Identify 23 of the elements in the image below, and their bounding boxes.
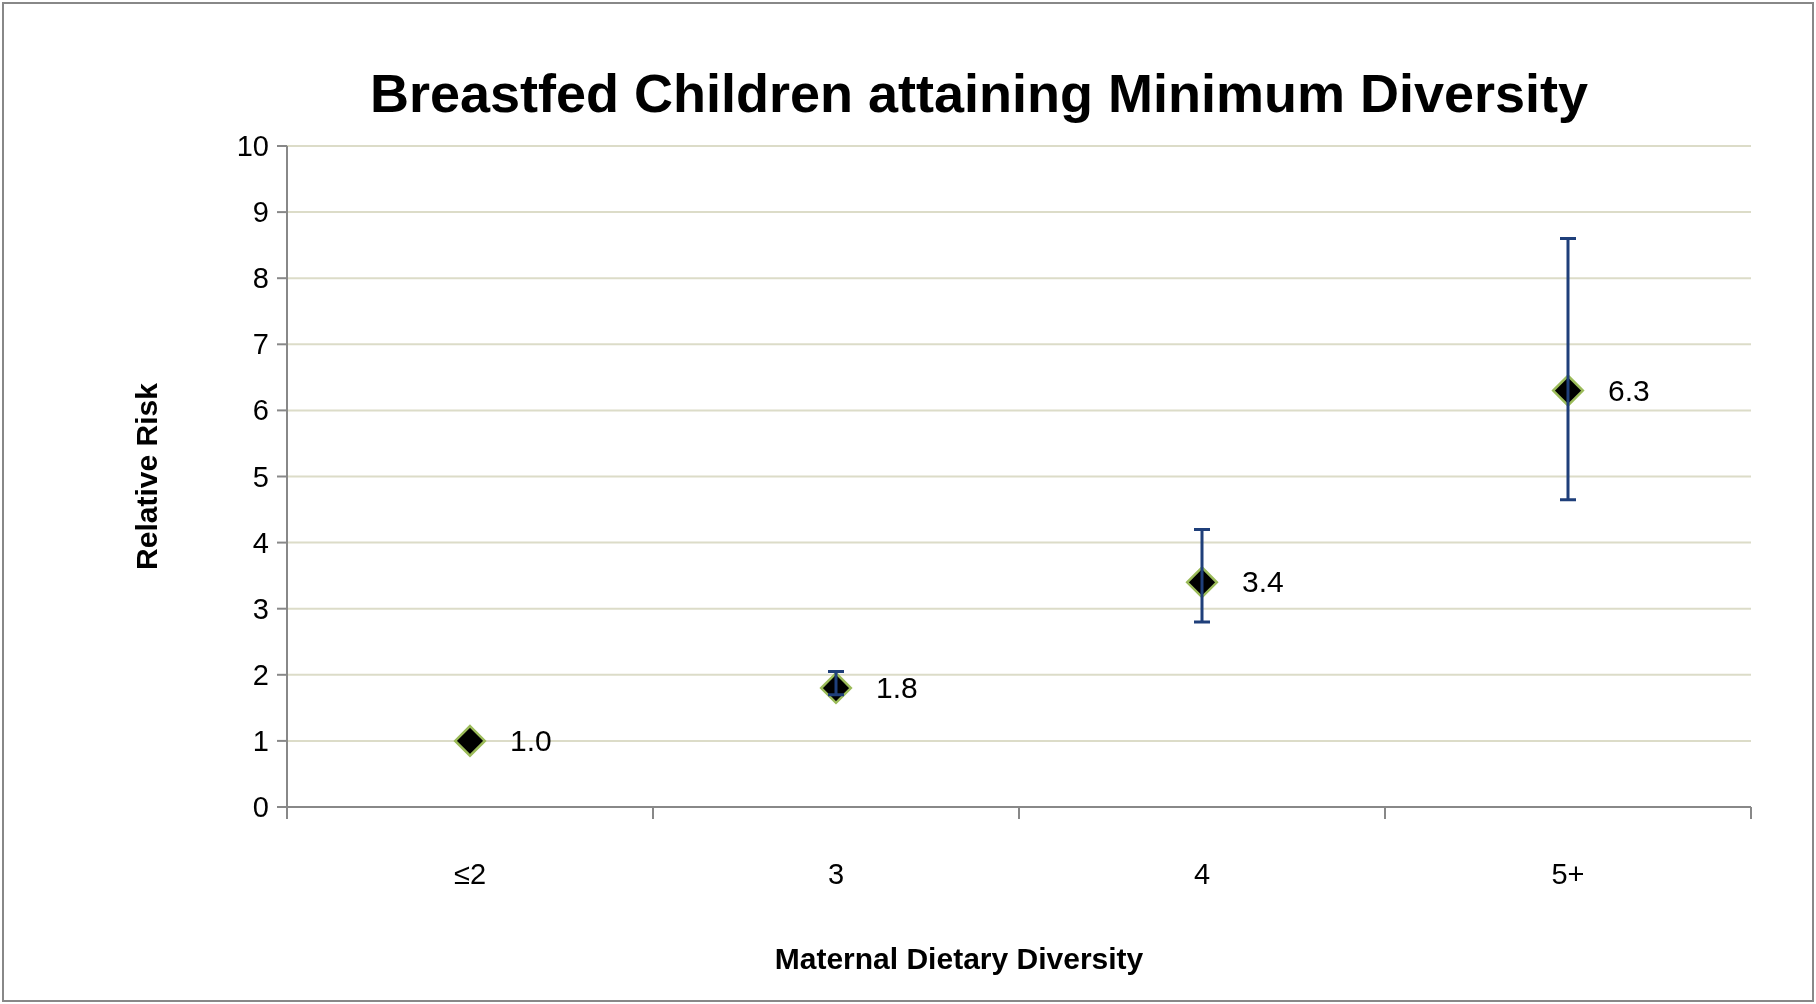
y-tick-label: 5 bbox=[252, 460, 269, 493]
x-axis-title: Maternal Dietary Diversity bbox=[774, 942, 1144, 975]
data-label: 6.3 bbox=[1608, 373, 1650, 407]
y-tick-label: 9 bbox=[252, 196, 269, 229]
chart-title: Breastfed Children attaining Minimum Diversity bbox=[369, 63, 1589, 123]
x-tick-label: ≤2 bbox=[453, 858, 487, 890]
x-tick-label: 3 bbox=[827, 858, 845, 890]
y-tick-label: 3 bbox=[252, 592, 269, 625]
y-tick-label: 7 bbox=[252, 328, 269, 361]
x-tick-label: 5+ bbox=[1551, 858, 1585, 890]
x-tick-label: 4 bbox=[1193, 858, 1211, 890]
y-tick-label: 6 bbox=[252, 394, 269, 427]
point bbox=[453, 724, 487, 757]
data-label: 1.8 bbox=[876, 671, 918, 705]
y-tick-label: 1 bbox=[252, 724, 269, 757]
data-label: 1.0 bbox=[510, 723, 552, 757]
y-tick-label: 8 bbox=[252, 262, 269, 295]
y-tick-label: 10 bbox=[236, 130, 269, 162]
y-axis-title: Relative Risk bbox=[130, 382, 163, 570]
data-label: 3.4 bbox=[1242, 565, 1284, 599]
y-tick-label: 4 bbox=[252, 526, 269, 559]
y-tick-label: 0 bbox=[252, 791, 269, 823]
y-tick-label: 2 bbox=[252, 658, 269, 691]
